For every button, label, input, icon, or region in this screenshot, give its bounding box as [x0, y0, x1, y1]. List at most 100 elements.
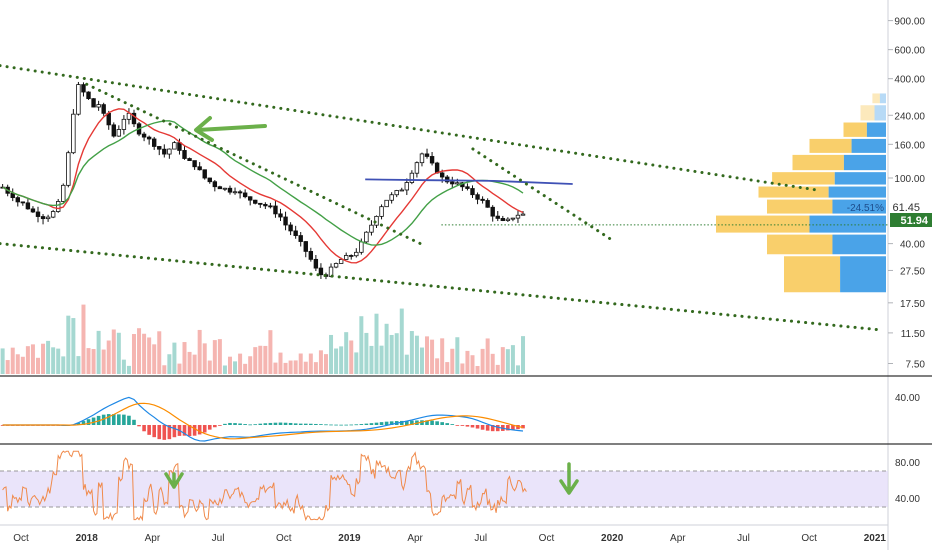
candle-body [71, 113, 76, 154]
macd-histogram-bar [207, 425, 212, 430]
macd-histogram-bar [157, 425, 162, 440]
macd-histogram-bar [319, 424, 323, 425]
volume-bar [126, 365, 131, 374]
candle-body [495, 215, 500, 219]
volume-bar [293, 360, 298, 374]
macd-tick-label: 40.00 [895, 393, 920, 404]
volume-bar [470, 355, 475, 374]
price-tick-label: 600.00 [894, 46, 925, 57]
volume-bar [96, 330, 101, 374]
macd-histogram-bar [202, 425, 207, 433]
volume-bar [172, 342, 177, 374]
candle-body [258, 202, 263, 205]
trendline [471, 147, 614, 242]
candle-body [35, 211, 41, 217]
macd-histogram-bar [142, 425, 146, 432]
candle-body [177, 142, 182, 151]
macd-histogram-bar [238, 423, 242, 425]
macd-histogram-bar [253, 424, 258, 426]
arrow-head [194, 116, 214, 142]
volume-bar [41, 343, 46, 374]
price-tick-label: 11.50 [901, 329, 926, 340]
volume-bar [268, 330, 273, 374]
macd-histogram-bar [243, 424, 247, 425]
candle-body [40, 216, 46, 220]
rsi-tick-label: 80.00 [895, 458, 920, 469]
candle-body [172, 142, 177, 150]
volume-bar [500, 347, 505, 374]
rsi-line [2, 450, 527, 522]
macd-histogram-bar [223, 423, 227, 425]
candle-body [76, 84, 81, 115]
profile-bar-up [809, 138, 852, 153]
macd-histogram-bar [162, 425, 167, 440]
profile-bar-up [758, 186, 829, 198]
volume-bar [5, 360, 10, 374]
volume-bar [20, 356, 25, 374]
trendline [85, 82, 422, 246]
last-price-badge: 51.94 [890, 213, 932, 227]
macd-histogram-bar [228, 422, 232, 425]
axes: 900.00 600.00 400.00 240.00 160.00 100.00 40.0… [13, 17, 925, 544]
candle-body [429, 156, 435, 164]
macd-histogram-bar [480, 425, 485, 430]
time-axis-label: 2019 [338, 533, 361, 544]
candle-body [182, 150, 187, 159]
volume-bar [182, 342, 187, 374]
candle-body [111, 124, 116, 137]
volume-bar [425, 336, 430, 374]
volume-bar [263, 345, 268, 374]
time-axis-label: Apr [670, 533, 686, 544]
candle-body [81, 84, 86, 93]
rsi-arrow-left [164, 472, 184, 489]
candle-body [303, 241, 308, 252]
macd-histogram-bar [106, 414, 111, 425]
macd-histogram-bar [369, 423, 374, 425]
candle-body [439, 172, 445, 178]
candle-body [379, 206, 384, 217]
candle-body [278, 213, 283, 218]
candle-body [247, 196, 253, 201]
macd-histogram-bar [309, 423, 313, 425]
profile-bar-down [809, 215, 886, 233]
volume-profile [716, 93, 886, 293]
time-axis-label: Oct [539, 533, 555, 544]
candle-body [338, 259, 344, 264]
volume-bar [258, 345, 263, 374]
candle-body [384, 199, 389, 208]
candle-body [480, 198, 485, 201]
candle-body [313, 258, 319, 269]
volume-bar [197, 329, 202, 374]
macd-histogram-bar [197, 425, 202, 435]
volume-bar [389, 334, 394, 374]
time-axis-label: 2018 [76, 533, 99, 544]
macd-histogram-bar [495, 425, 500, 432]
volume-bar [131, 334, 136, 374]
macd-histogram-bar [152, 425, 156, 438]
volume-bar [15, 354, 20, 374]
candle-body [217, 186, 223, 190]
candle-body [404, 182, 410, 191]
candle-body [450, 181, 455, 185]
candle-body [10, 192, 15, 199]
candle-body [510, 217, 516, 220]
profile-bar-up [792, 154, 844, 171]
annotation-arrows [164, 116, 579, 495]
volume-bar [430, 339, 435, 374]
candle-body [414, 162, 420, 174]
macd-histogram-bar [339, 424, 343, 426]
macd-histogram-bar [364, 423, 369, 425]
price-tick-label: 240.00 [894, 111, 925, 122]
candle-body [283, 216, 288, 226]
candle-body [318, 267, 324, 276]
macd-histogram-bar [379, 422, 384, 425]
profile-bar-down [851, 138, 886, 153]
macd-histogram-bar [506, 425, 510, 431]
candle-body [20, 201, 26, 204]
macd-histogram-bar [334, 424, 338, 426]
profile-bar-down [832, 234, 886, 255]
trendline [0, 64, 816, 192]
macd-histogram-bar [293, 423, 298, 425]
candle-body [505, 218, 511, 221]
time-axis-label: Oct [13, 533, 29, 544]
